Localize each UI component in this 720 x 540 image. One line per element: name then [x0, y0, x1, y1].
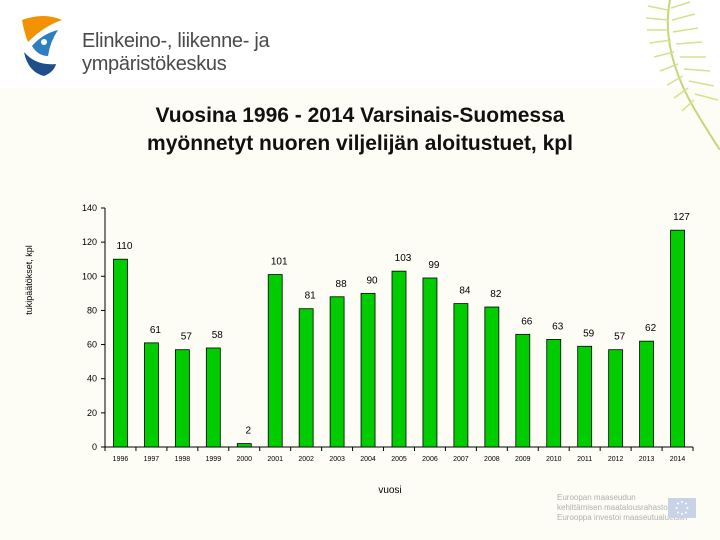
bar-2010 [546, 339, 562, 448]
bar-2013 [639, 340, 654, 448]
data-label-2013: 62 [645, 323, 657, 334]
bar-2011 [577, 345, 593, 448]
header-band: Elinkeino-, liikenne- ja ympäristökeskus [0, 0, 720, 150]
data-label-2006: 99 [428, 260, 440, 271]
x-tick-label-2003: 2003 [329, 456, 345, 463]
data-label-2007: 84 [459, 286, 471, 297]
x-tick-label-2008: 2008 [484, 456, 500, 463]
x-tick-label-2009: 2009 [515, 456, 531, 463]
bar-2000 [236, 443, 252, 448]
bar-2009 [515, 333, 531, 448]
data-label-1999: 58 [212, 330, 224, 341]
bars: 110 61 57 58 2 101 81 88 90 103 99 84 82 66 63 59 57 62 12… [113, 212, 690, 448]
bar-1998 [174, 349, 190, 448]
data-label-2008: 82 [490, 289, 502, 300]
eu-flag-icon [668, 498, 696, 518]
x-tick-label-1997: 1997 [144, 456, 160, 463]
bar-2003 [329, 296, 345, 448]
y-tick-label: 40 [87, 374, 97, 384]
bar-2005 [391, 270, 407, 448]
x-tick-label-2012: 2012 [608, 456, 624, 463]
x-tick-label-1998: 1998 [175, 456, 191, 463]
bar-2012 [608, 349, 624, 448]
x-tick-label-2014: 2014 [670, 456, 686, 463]
data-label-1997: 61 [150, 325, 162, 336]
x-tick-labels: 1996 1997 1998 1999 2000 2001 2002 2003 2004 2005… [104, 447, 694, 463]
bar-2007 [453, 303, 469, 448]
data-label-2000: 2 [245, 426, 251, 437]
data-label-2003: 88 [336, 279, 348, 290]
organization-name-line2: ympäristökeskus [82, 53, 227, 75]
eu-fund-text-line3: Eurooppa investoi maaseutualueisiin [557, 513, 688, 522]
y-ticks: 0 20 40 60 80 100 120 140 [82, 203, 105, 452]
data-label-2012: 57 [614, 332, 626, 343]
y-axis-label: tukipäätökset, kpl [24, 245, 34, 315]
bar-1999 [205, 347, 221, 448]
y-tick-label: 140 [82, 203, 97, 213]
x-tick-label-2002: 2002 [298, 456, 314, 463]
bar-2014 [670, 229, 685, 448]
x-tick-label-2000: 2000 [236, 456, 252, 463]
x-tick-label-2006: 2006 [422, 456, 438, 463]
x-tick-label-2011: 2011 [577, 456, 592, 463]
x-tick-label-2001: 2001 [267, 456, 283, 463]
bar-2002 [298, 308, 314, 448]
data-label-2009: 66 [521, 316, 533, 327]
y-tick-label: 80 [87, 305, 97, 315]
x-tick-label-2013: 2013 [639, 456, 655, 463]
data-label-2002: 81 [305, 291, 317, 302]
chart-title-line1: Vuosina 1996 - 2014 Varsinais-Suomessa [155, 104, 565, 127]
bar-2001 [267, 274, 283, 448]
data-label-2010: 63 [552, 321, 564, 332]
y-tick-label: 100 [82, 271, 97, 281]
bar-2008 [484, 306, 500, 448]
ely-logo-icon [22, 16, 62, 76]
eu-fund-text-line2: kehittämisen maatalousrahasto: [557, 503, 670, 512]
data-label-2005: 103 [395, 253, 412, 264]
x-tick-label-2005: 2005 [391, 456, 407, 463]
x-axis-label: vuosi [378, 485, 401, 496]
x-tick-label-2010: 2010 [546, 456, 562, 463]
bar-2004 [360, 292, 376, 448]
x-tick-label-1996: 1996 [113, 456, 129, 463]
eu-fund-text-line1: Euroopan maaseudun [557, 493, 636, 502]
data-label-2001: 101 [271, 257, 288, 268]
y-tick-label: 0 [92, 442, 97, 452]
bar-2006 [422, 277, 438, 448]
data-label-1998: 57 [181, 332, 193, 343]
y-tick-label: 20 [87, 408, 97, 418]
organization-name-line1: Elinkeino-, liikenne- ja [82, 30, 270, 52]
data-label-2014: 127 [673, 212, 690, 223]
x-tick-label-2004: 2004 [360, 456, 376, 463]
data-label-2004: 90 [366, 275, 378, 286]
data-label-2011: 59 [583, 328, 595, 339]
bar-1997 [144, 342, 159, 448]
y-tick-label: 60 [87, 340, 97, 350]
chart-title-line2: myönnetyt nuoren viljelijän aloitustuet,… [147, 132, 573, 155]
x-tick-label-2007: 2007 [453, 456, 469, 463]
data-label-1996: 110 [116, 241, 132, 252]
fern-decoration-icon [645, 0, 720, 150]
x-tick-label-1999: 1999 [206, 456, 222, 463]
bar-1996 [113, 258, 128, 448]
y-tick-label: 120 [82, 237, 97, 247]
